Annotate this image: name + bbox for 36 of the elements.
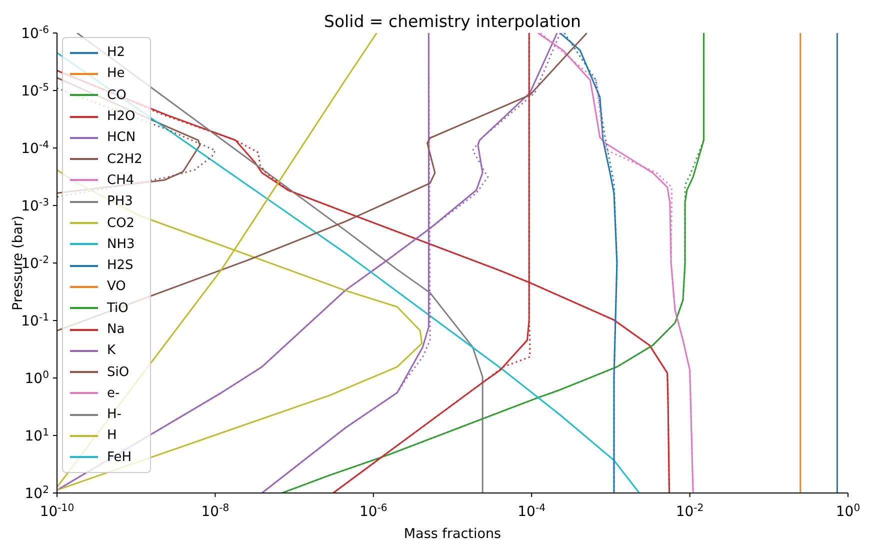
- legend-label: HCN: [107, 130, 136, 146]
- y-tick-label: 10$^{-5}$: [21, 82, 49, 100]
- x-tick-label: 10$^{-8}$: [201, 502, 230, 520]
- legend-label: TiO: [107, 300, 128, 316]
- y-tick-label: 10$^{2}$: [24, 484, 49, 502]
- x-axis-title: Mass fractions: [404, 526, 502, 542]
- legend-label: SiO: [107, 364, 130, 380]
- legend-label: C2H2: [107, 152, 142, 167]
- legend-label: He: [107, 66, 125, 82]
- legend-label: K: [107, 343, 116, 358]
- legend-label: NH3: [107, 236, 135, 252]
- legend-label: PH3: [107, 194, 133, 210]
- y-tick-label: 10$^{-6}$: [21, 24, 49, 42]
- x-tick-label: 10$^{-10}$: [40, 502, 74, 520]
- legend-label: H2: [107, 45, 126, 60]
- x-tick-label: 10$^{-2}$: [676, 502, 704, 520]
- legend-label: H: [107, 428, 117, 444]
- legend-label: FeH: [107, 450, 132, 465]
- y-tick-label: 10$^{-4}$: [21, 140, 49, 157]
- legend-label: CO2: [107, 216, 135, 231]
- legend-label: e-: [107, 386, 120, 401]
- x-tick-label: 10$^{-6}$: [359, 502, 388, 520]
- x-tick-label: 10$^{0}$: [836, 502, 860, 520]
- legend-label: CH4: [107, 172, 134, 188]
- y-tick-label: 10$^{1}$: [24, 427, 49, 444]
- chart-title: Solid = chemistry interpolation: [322, 12, 582, 31]
- y-tick-label: 10$^{0}$: [24, 370, 49, 387]
- x-tick-label: 10$^{-4}$: [518, 502, 546, 520]
- legend-label: VO: [107, 279, 126, 294]
- legend-label: Na: [107, 322, 125, 337]
- y-tick-label: 10$^{-1}$: [21, 312, 49, 330]
- legend-label: H2S: [107, 258, 134, 274]
- legend-label: H2O: [107, 109, 136, 124]
- y-tick-label: 10$^{-3}$: [21, 197, 49, 214]
- legend-label: CO: [107, 88, 126, 103]
- legend-label: H-: [107, 407, 122, 422]
